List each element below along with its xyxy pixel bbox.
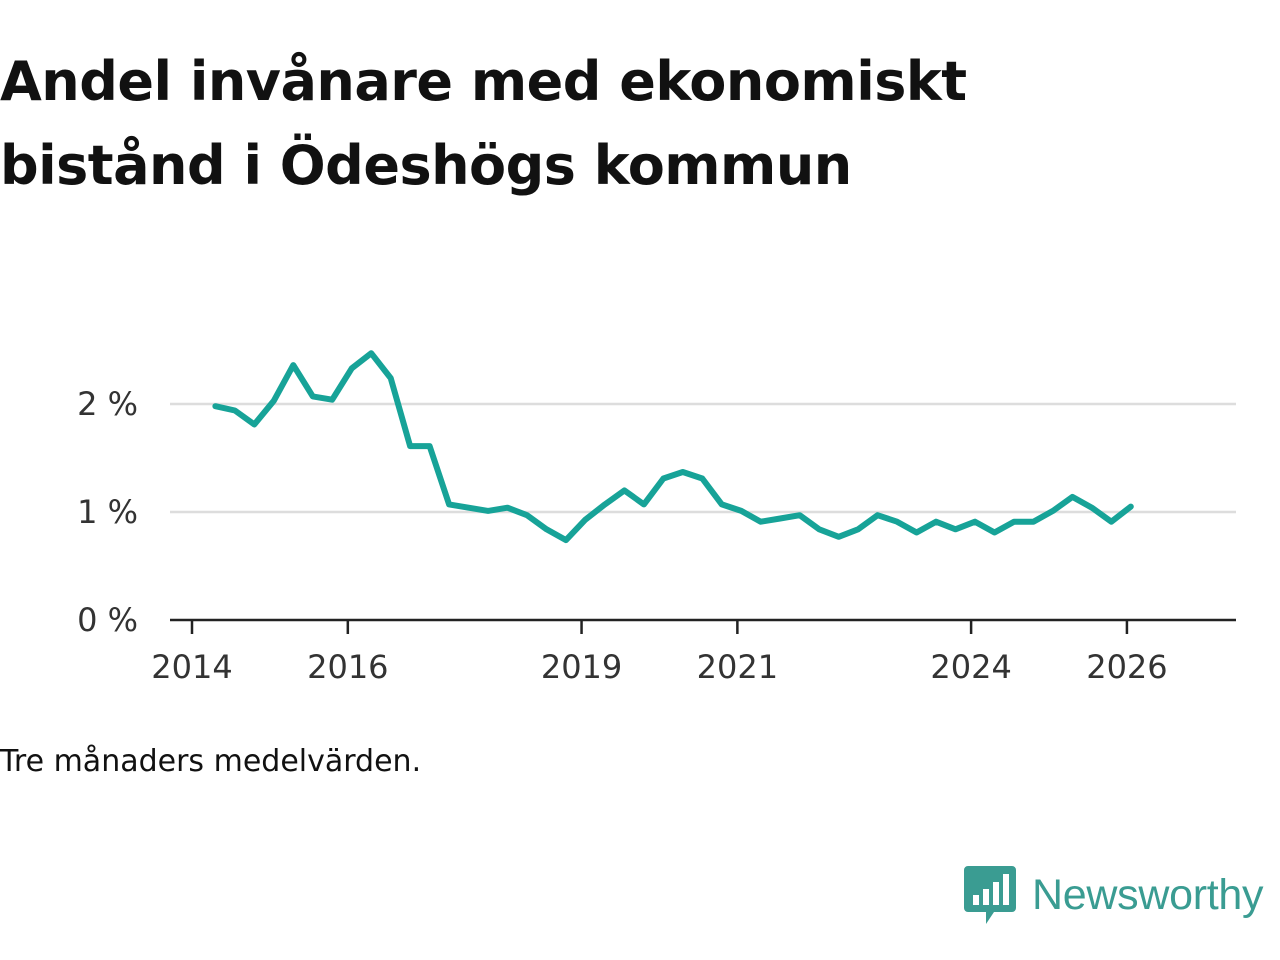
y-tick-label: 1 %	[77, 493, 138, 531]
x-tick-label: 2019	[541, 648, 622, 686]
logo-bar-4	[1003, 874, 1009, 905]
x-tick-label: 2016	[307, 648, 388, 686]
logo-bar-1	[973, 895, 979, 905]
y-tick-label: 0 %	[77, 601, 138, 639]
x-tick-label: 2024	[930, 648, 1011, 686]
x-tick-label: 2014	[151, 648, 232, 686]
axis-layer: 0 % 1 % 2 % 2014 2016 2019 2021 2024 2026	[77, 385, 1236, 686]
newsworthy-logo-icon	[964, 866, 1016, 924]
chart-caption: Tre månaders medelvärden.	[0, 744, 422, 779]
logo-bar-3	[993, 882, 999, 905]
series-layer	[212, 350, 1134, 544]
line-chart: 0 % 1 % 2 % 2014 2016 2019 2021 2024 2026	[77, 350, 1236, 686]
y-tick-label: 2 %	[77, 385, 138, 423]
brand-logo: Newsworthy	[964, 862, 1263, 928]
brand-name: Newsworthy	[1032, 870, 1264, 919]
x-tick-label: 2026	[1086, 648, 1167, 686]
logo-bar-2	[983, 889, 989, 905]
grid-layer	[170, 402, 1236, 514]
x-tick-label: 2021	[697, 648, 778, 686]
chart-title: Andel invånare med ekonomiskt bistånd i …	[0, 50, 967, 197]
series-line	[212, 350, 1134, 544]
